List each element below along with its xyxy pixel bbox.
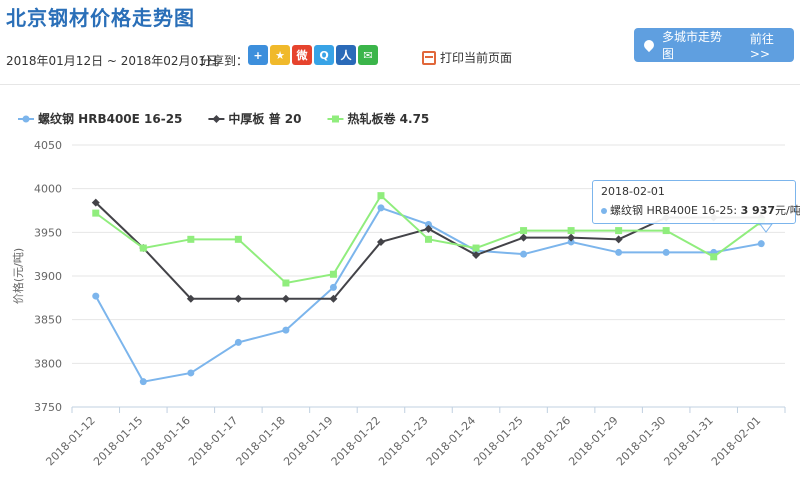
data-point xyxy=(662,227,670,235)
data-point xyxy=(662,248,670,256)
tooltip-date: 2018-02-01 xyxy=(601,185,665,198)
qzone-icon[interactable]: ★ xyxy=(270,45,290,65)
data-point xyxy=(329,270,337,278)
wechat-icon[interactable]: ✉ xyxy=(358,45,378,65)
data-point xyxy=(472,244,480,252)
x-tick-label: 2018-01-22 xyxy=(329,414,383,468)
data-point xyxy=(615,227,623,235)
tooltip-pointer xyxy=(759,223,773,233)
data-point xyxy=(234,235,242,243)
date-range: 2018年01月12日 ~ 2018年02月01日 xyxy=(6,54,218,68)
data-point xyxy=(377,204,385,212)
multi-city-label: 多城市走势图 xyxy=(661,30,722,61)
y-tick-label: 3850 xyxy=(34,314,62,327)
page-title: 北京钢材价格走势图 xyxy=(6,6,195,30)
data-point xyxy=(92,292,100,300)
x-tick-label: 2018-01-15 xyxy=(91,414,145,468)
legend-entry: 热轧板卷 4.75 xyxy=(347,111,429,126)
data-point xyxy=(139,244,147,252)
data-point xyxy=(376,237,385,246)
data-point xyxy=(757,240,765,248)
legend-entry: 中厚板 普 20 xyxy=(228,111,301,126)
x-tick-label: 2018-01-17 xyxy=(186,414,240,468)
data-point xyxy=(710,253,718,261)
data-point xyxy=(91,198,100,207)
x-tick-label: 2018-01-29 xyxy=(566,414,620,468)
data-point xyxy=(282,279,290,287)
data-point xyxy=(567,238,575,246)
tooltip-unit: 元/吨 xyxy=(775,204,800,217)
y-tick-label: 3950 xyxy=(34,226,62,239)
data-point xyxy=(92,209,100,217)
y-tick-label: 3900 xyxy=(34,270,62,283)
x-tick-label: 2018-01-24 xyxy=(424,414,478,468)
share-icons: + ★ 微 Q 人 ✉ xyxy=(248,45,378,65)
x-tick-label: 2018-01-23 xyxy=(376,414,430,468)
y-tick-label: 4000 xyxy=(34,183,62,196)
multi-city-button[interactable]: 多城市走势图 前往>> xyxy=(634,28,794,62)
y-tick-label: 3750 xyxy=(34,401,62,414)
data-point xyxy=(567,227,575,235)
tooltip-series-marker xyxy=(601,208,607,214)
data-point xyxy=(425,235,432,243)
y-axis-label: 价格(元/吨) xyxy=(11,248,25,304)
x-tick-label: 2018-01-26 xyxy=(519,414,573,468)
weibo-icon[interactable]: 微 xyxy=(292,45,312,65)
x-tick-label: 2018-01-12 xyxy=(43,414,97,468)
legend-entry: 螺纹钢 HRB400E 16-25 xyxy=(38,111,182,126)
data-point xyxy=(519,233,528,242)
chart-tooltip: 2018-02-01 螺纹钢 HRB400E 16-25: 3 937元/吨 xyxy=(592,180,800,224)
data-point xyxy=(282,326,290,334)
data-point xyxy=(615,248,623,256)
data-point xyxy=(234,338,242,346)
data-point xyxy=(212,115,221,123)
plus-share-icon[interactable]: + xyxy=(248,45,268,65)
header-divider xyxy=(0,84,800,85)
x-tick-label: 2018-01-25 xyxy=(471,414,525,468)
data-point xyxy=(22,115,30,123)
data-point xyxy=(472,251,481,260)
data-point xyxy=(425,220,432,228)
data-point xyxy=(329,294,338,303)
x-tick-label: 2018-01-19 xyxy=(281,414,335,468)
data-point xyxy=(567,233,576,242)
print-label: 打印当前页面 xyxy=(440,51,513,65)
share-label: 分享到： xyxy=(200,54,249,68)
y-tick-label: 3800 xyxy=(34,357,62,370)
y-tick-label: 4050 xyxy=(34,139,62,152)
data-point xyxy=(186,294,195,303)
tooltip-series-name: 螺纹钢 HRB400E 16-25: xyxy=(610,204,741,217)
printer-icon xyxy=(422,50,436,65)
x-tick-label: 2018-01-16 xyxy=(139,414,193,468)
series-line xyxy=(94,206,762,383)
multi-city-more-link[interactable]: 前往>> xyxy=(749,31,774,61)
data-point xyxy=(281,294,290,303)
tencent-weibo-icon[interactable]: Q xyxy=(314,45,334,65)
data-point xyxy=(187,369,195,377)
data-point xyxy=(424,224,433,233)
x-tick-label: 2018-01-18 xyxy=(234,414,288,468)
data-point xyxy=(520,227,528,235)
data-point xyxy=(377,192,385,200)
data-point xyxy=(234,294,243,303)
print-page-button[interactable]: 打印当前页面 xyxy=(422,49,512,66)
x-tick-label: 2018-01-31 xyxy=(661,414,715,468)
data-point xyxy=(187,235,195,243)
renren-icon[interactable]: 人 xyxy=(336,45,356,65)
tooltip-value: 3 937 xyxy=(740,204,776,217)
data-point xyxy=(614,235,623,244)
data-point xyxy=(520,250,528,258)
x-tick-label: 2018-02-01 xyxy=(709,414,763,468)
data-point xyxy=(331,115,339,123)
x-tick-label: 2018-01-30 xyxy=(614,414,668,468)
data-point xyxy=(139,378,147,386)
data-point xyxy=(329,283,337,291)
